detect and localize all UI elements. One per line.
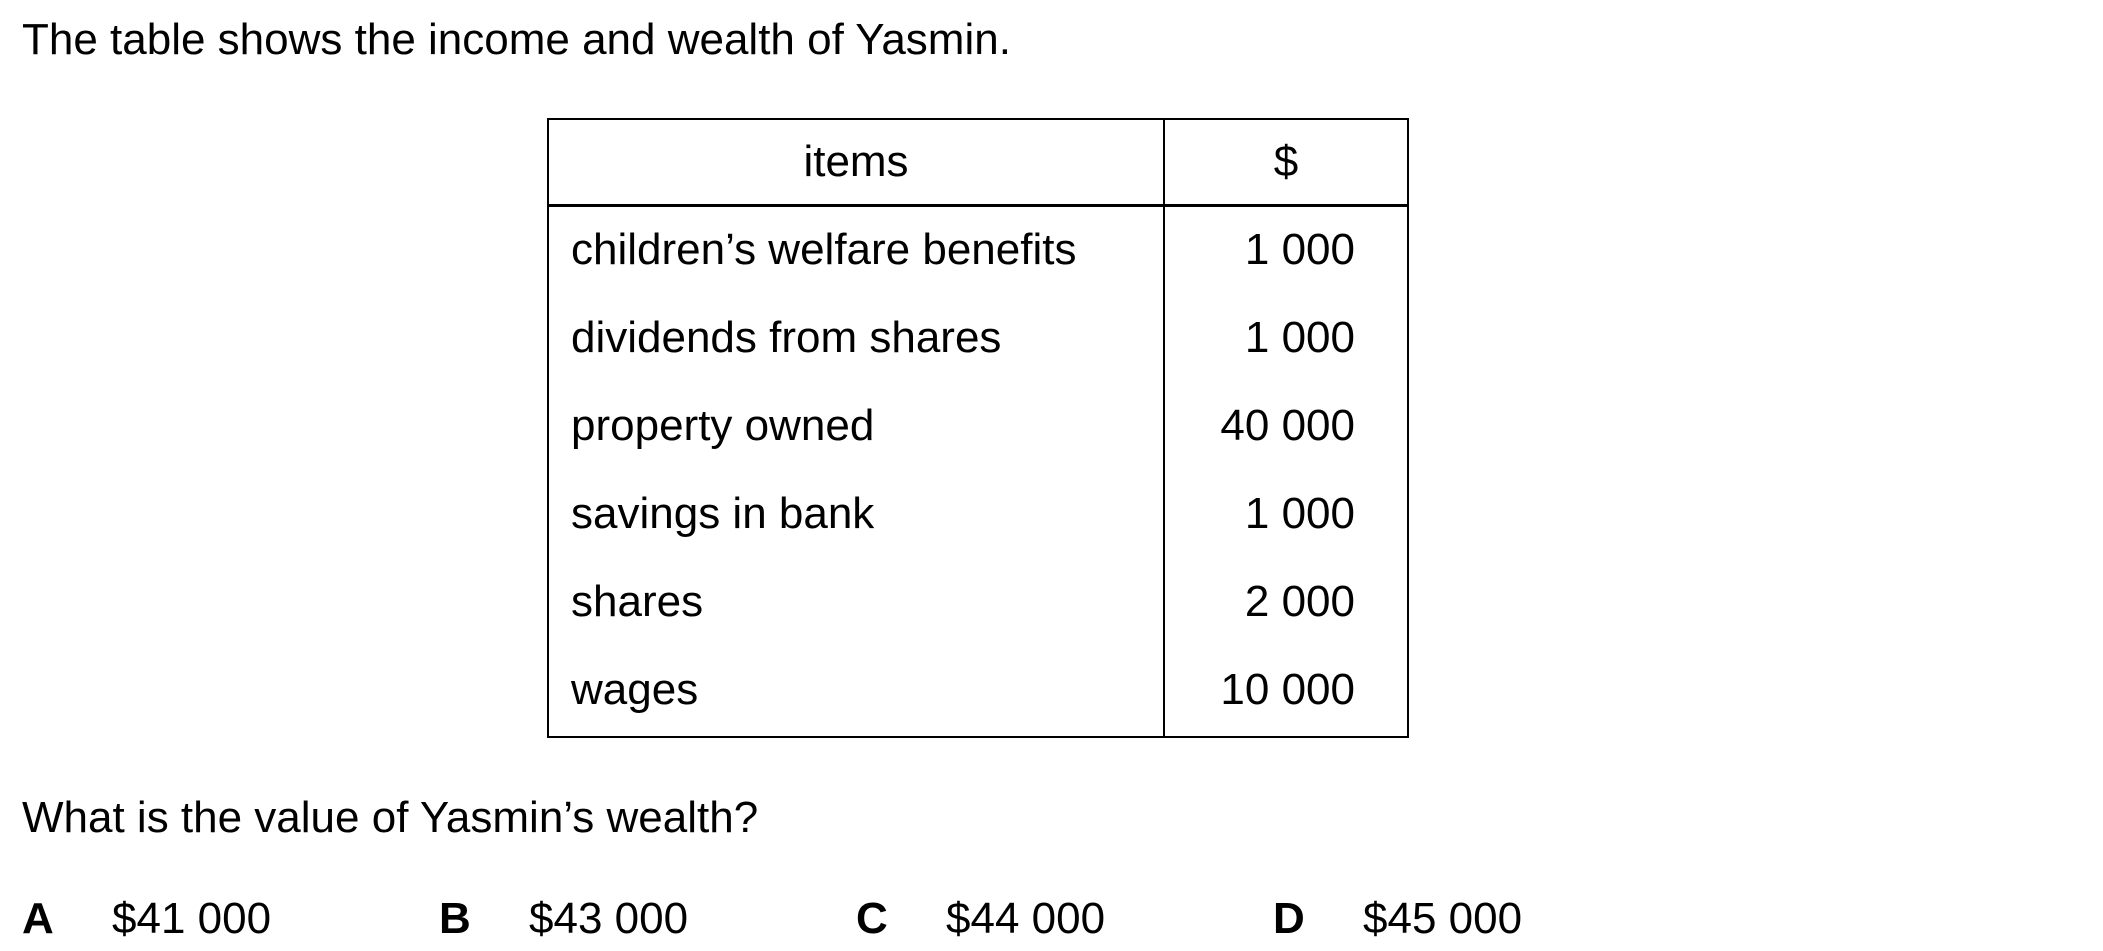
table-row: wages 10 000: [549, 646, 1407, 734]
option-letter: C: [856, 894, 888, 943]
income-wealth-table: items $ children’s welfare benefits 1 00…: [547, 118, 1409, 738]
row-value: 10 000: [1220, 665, 1355, 714]
table-row: dividends from shares 1 000: [549, 294, 1407, 382]
option-letter: D: [1273, 894, 1305, 943]
option-b[interactable]: B $43 000: [439, 893, 688, 945]
option-text: $43 000: [529, 894, 689, 943]
option-c[interactable]: C $44 000: [856, 893, 1105, 945]
option-letter: B: [439, 894, 471, 943]
intro-text: The table shows the income and wealth of…: [22, 15, 1011, 64]
option-text: $45 000: [1363, 894, 1523, 943]
header-rule: [549, 204, 1407, 207]
table-row: shares 2 000: [549, 558, 1407, 646]
row-item: dividends from shares: [571, 313, 1002, 362]
row-value: 1 000: [1244, 313, 1355, 362]
table-row: children’s welfare benefits 1 000: [549, 206, 1407, 294]
question-text: What is the value of Yasmin’s wealth?: [22, 793, 759, 842]
option-text: $41 000: [112, 894, 272, 943]
header-dollar: $: [1273, 137, 1299, 186]
row-value: 2 000: [1244, 577, 1355, 626]
row-value: 1 000: [1244, 489, 1355, 538]
option-d[interactable]: D $45 000: [1273, 893, 1522, 945]
column-divider: [1163, 120, 1165, 736]
row-item: savings in bank: [571, 489, 875, 538]
row-item: property owned: [571, 401, 875, 450]
row-value: 1 000: [1244, 225, 1355, 274]
option-letter: A: [22, 894, 54, 943]
row-item: children’s welfare benefits: [571, 225, 1077, 274]
row-value: 40 000: [1220, 401, 1355, 450]
table-row: property owned 40 000: [549, 382, 1407, 470]
header-items: items: [803, 137, 909, 186]
table-row: savings in bank 1 000: [549, 470, 1407, 558]
row-item: shares: [571, 577, 704, 626]
option-a[interactable]: A $41 000: [22, 893, 271, 945]
option-text: $44 000: [946, 894, 1106, 943]
row-item: wages: [571, 665, 699, 714]
